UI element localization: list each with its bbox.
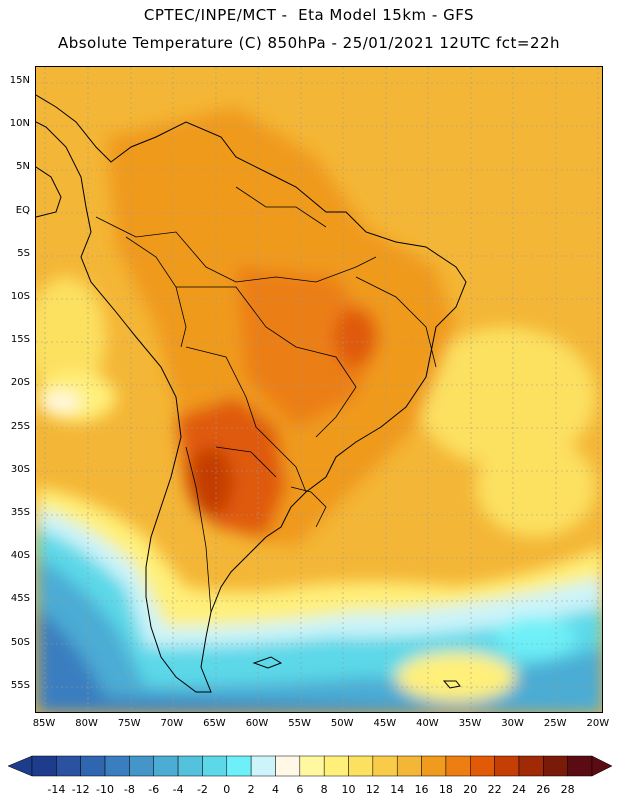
colorbar-tick-label: 22: [487, 783, 502, 796]
colorbar-tick-label: 18: [438, 783, 453, 796]
lat-label: 30S: [10, 463, 30, 475]
colorbar-tick-label: 4: [271, 783, 279, 796]
colorbar-swatch: [104, 755, 130, 777]
colorbar-high-arrow: [591, 755, 613, 777]
colorbar-tick-label: 24: [511, 783, 526, 796]
colorbar-swatch: [153, 755, 179, 777]
colorbar-swatch: [56, 755, 81, 777]
colorbar-tick-label: -6: [148, 783, 160, 796]
lat-label: 40S: [10, 550, 30, 562]
colorbar-swatch: [396, 755, 422, 777]
coastlines: [36, 94, 467, 693]
lon-label: 85W: [32, 718, 56, 729]
lon-label: 70W: [160, 718, 184, 729]
colorbar-swatch: [31, 755, 57, 777]
colorbar-tick-label: 28: [560, 783, 575, 796]
lat-label: 5N: [16, 161, 30, 173]
colorbar-swatch: [518, 755, 544, 777]
colorbar-swatch: [323, 755, 349, 777]
colorbar-tick-label: 12: [365, 783, 380, 796]
colorbar-swatch: [445, 755, 471, 777]
colorbar-tick-label: 26: [536, 783, 551, 796]
colorbar-swatch: [226, 755, 252, 777]
colorbar-tick-label: -8: [123, 783, 135, 796]
lon-label: 55W: [288, 718, 311, 729]
lon-label: 40W: [416, 718, 439, 729]
colorbar-tick-label: -4: [172, 783, 184, 796]
colorbar-swatch: [470, 755, 495, 777]
lon-label: 45W: [373, 718, 397, 729]
lat-label: EQ: [15, 204, 30, 216]
colorbar-tick-label: 6: [296, 783, 304, 796]
lon-label: 25W: [543, 718, 567, 729]
lat-label: 5S: [17, 247, 30, 259]
colorbar-low-arrow: [7, 755, 33, 777]
temperature-map: [35, 66, 603, 713]
lat-label: 10N: [9, 118, 30, 130]
lat-label: 15N: [9, 75, 30, 86]
colorbar-tick-label: -12: [71, 783, 90, 796]
colorbar-swatch: [348, 755, 374, 777]
map-canvas: [36, 67, 602, 712]
chart-subtitle: Absolute Temperature (C) 850hPa - 25/01/…: [57, 34, 561, 52]
lat-label: 15S: [10, 334, 30, 346]
lon-label: 20W: [586, 718, 610, 729]
lat-label: 35S: [10, 507, 30, 518]
colorbar-tick-label: 2: [247, 783, 255, 796]
colorbar-swatch: [275, 755, 301, 777]
colorbar-tick-label: 8: [320, 783, 328, 796]
lon-label: 30W: [501, 718, 524, 729]
colorbar-swatch: [177, 755, 203, 777]
lon-label: 65W: [203, 718, 226, 729]
chart-title: CPTEC/INPE/MCT - Eta Model 15km - GFS: [143, 6, 475, 24]
colorbar-swatch: [129, 755, 154, 777]
colorbar: [7, 755, 613, 777]
lon-label: 50W: [330, 718, 354, 729]
colorbar-swatch: [299, 755, 325, 777]
colorbar-tick-label: 10: [341, 783, 356, 796]
lon-label: 60W: [245, 718, 269, 729]
lat-label: 20S: [10, 377, 30, 389]
colorbar-tick-label: 16: [414, 783, 429, 796]
lon-label: 75W: [117, 718, 141, 729]
lat-label: 55S: [10, 679, 30, 691]
lat-label: 50S: [10, 636, 30, 648]
lat-label: 25S: [10, 420, 30, 432]
colorbar-swatch: [202, 755, 228, 777]
lon-label: 35W: [458, 718, 482, 729]
lat-label: 45S: [10, 593, 30, 605]
country-borders: [95, 186, 437, 613]
colorbar-swatch: [372, 755, 398, 777]
colorbar-swatch: [543, 755, 568, 777]
colorbar-swatch: [567, 755, 593, 777]
colorbar-tick-label: 20: [463, 783, 478, 796]
colorbar-swatch: [421, 755, 447, 777]
lat-label: 10S: [10, 291, 30, 302]
colorbar-swatch: [494, 755, 520, 777]
colorbar-tick-label: 14: [390, 783, 405, 796]
colorbar-tick-label: 0: [223, 783, 231, 796]
lon-label: 80W: [75, 718, 98, 729]
colorbar-swatch: [80, 755, 106, 777]
colorbar-swatch: [250, 755, 276, 777]
colorbar-tick-label: -10: [96, 783, 115, 796]
colorbar-tick-label: -14: [47, 783, 66, 796]
colorbar-tick-label: -2: [196, 783, 208, 796]
